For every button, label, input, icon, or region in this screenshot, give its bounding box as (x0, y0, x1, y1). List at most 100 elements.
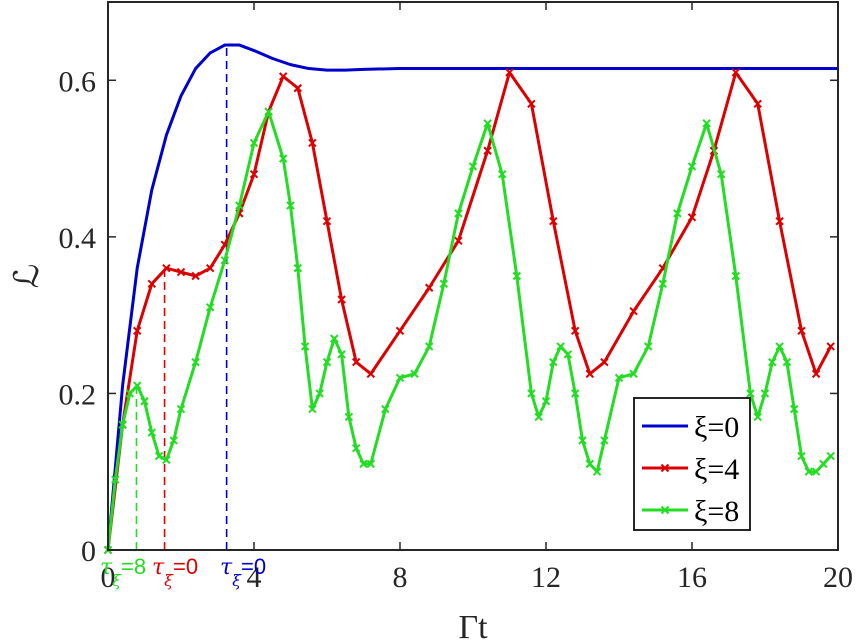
series-2-point (205, 303, 215, 312)
series-2-point (775, 342, 784, 351)
series-line-0 (106, 43, 838, 551)
series-2-point (249, 138, 259, 148)
tau-label-1: τξ=0 (152, 554, 198, 590)
series-2-point (541, 397, 551, 406)
series-2-point (731, 271, 741, 281)
series-2-point (125, 389, 135, 398)
series-2-point (300, 342, 310, 351)
series-2-point (118, 420, 127, 429)
series-1-point (132, 326, 142, 336)
series-1-point (505, 68, 514, 77)
series-2-point (140, 397, 149, 406)
series-1-point (322, 216, 332, 226)
legend-marker (660, 463, 670, 473)
legend: ξ=0 ξ=4 ξ=8 (633, 397, 751, 531)
legend-label: ξ=0 (694, 411, 739, 444)
series-1-point (249, 170, 259, 179)
series-2-point (337, 350, 346, 359)
series-line-2 (106, 110, 832, 551)
series-2-point (716, 170, 726, 179)
legend-label: ξ=4 (694, 453, 739, 486)
series-2-point (366, 459, 376, 469)
series-2-point (410, 369, 419, 379)
series-1-point (629, 307, 638, 316)
series-1-point (424, 283, 434, 292)
series-2-point (811, 467, 821, 476)
y-tick-label: 0.4 (59, 222, 97, 255)
axes-frame (107, 1, 839, 551)
series-2-point (132, 381, 142, 390)
series-2-point (826, 451, 835, 461)
series-2-point (147, 428, 157, 437)
series-2-point (424, 342, 434, 351)
series-2-point (191, 357, 200, 367)
series-2-point (293, 263, 303, 273)
series-2-point (162, 455, 171, 465)
series-1-point (731, 68, 741, 77)
series-2-point (308, 404, 317, 414)
series-1-point (162, 263, 171, 273)
series-1-point (687, 213, 697, 222)
series-2-point (687, 162, 697, 171)
series-2-point (286, 201, 295, 210)
series-1-point (308, 138, 317, 148)
series-2-point (264, 107, 273, 116)
series-2-point (592, 467, 602, 476)
series-2-point (549, 357, 558, 367)
series-2-point (235, 201, 244, 210)
tau-label-text: τξ=0 (220, 554, 266, 590)
series-1-point (337, 295, 346, 304)
series-2-point (804, 467, 814, 476)
series-1-point (775, 216, 784, 226)
series-2-point (351, 444, 361, 453)
series-2-point (315, 389, 324, 398)
series-2-point (753, 412, 762, 422)
y-tick-label: 0.2 (59, 378, 97, 411)
series-2-point (768, 357, 777, 367)
series-2-point (760, 389, 770, 398)
series-2-point (359, 459, 368, 469)
series-1-point (176, 267, 186, 277)
series-2-point (176, 404, 186, 414)
series-2-point (454, 209, 463, 218)
series-1-point (454, 236, 463, 245)
x-tick-label: 0 (101, 561, 116, 594)
series-1-point (191, 271, 200, 281)
x-tick-label: 8 (393, 561, 408, 594)
series-1-point (826, 342, 835, 351)
series-2-point (278, 154, 288, 163)
series-2-point (782, 357, 792, 367)
series-2-point (111, 475, 120, 484)
y-tick-label: 0 (81, 535, 96, 568)
tau-label-0: τξ=0 (220, 554, 266, 590)
series-2-point (483, 119, 492, 128)
series-1-point (278, 72, 288, 81)
series-2-point (600, 436, 609, 445)
series-2-point (578, 436, 587, 445)
series-2-point (746, 389, 755, 398)
series-1-point (366, 369, 376, 379)
series-2-point (169, 436, 178, 445)
series-1-point (811, 369, 821, 379)
tau-label-text: τξ=0 (152, 554, 198, 590)
series-1-point (395, 326, 405, 336)
series-2-point (468, 162, 478, 171)
series-2-point (563, 350, 573, 359)
series-2-point (643, 342, 653, 351)
plot-area (103, 2, 838, 555)
series-1-point (797, 326, 806, 336)
y-tick-label: 0.6 (59, 65, 97, 98)
series-1-point (600, 357, 609, 367)
x-axis-label: Γt (458, 609, 488, 644)
series-1-point (570, 326, 580, 336)
series-1-point (483, 146, 492, 155)
series-2-point (819, 459, 828, 469)
series-1-point (549, 216, 558, 226)
tau-label-text: τξ=8 (100, 554, 146, 590)
series-2-point (395, 373, 405, 382)
series-2-point (585, 459, 595, 469)
x-tick-label: 12 (531, 561, 561, 594)
series-2-point (527, 389, 536, 398)
legend-marker (660, 505, 670, 515)
